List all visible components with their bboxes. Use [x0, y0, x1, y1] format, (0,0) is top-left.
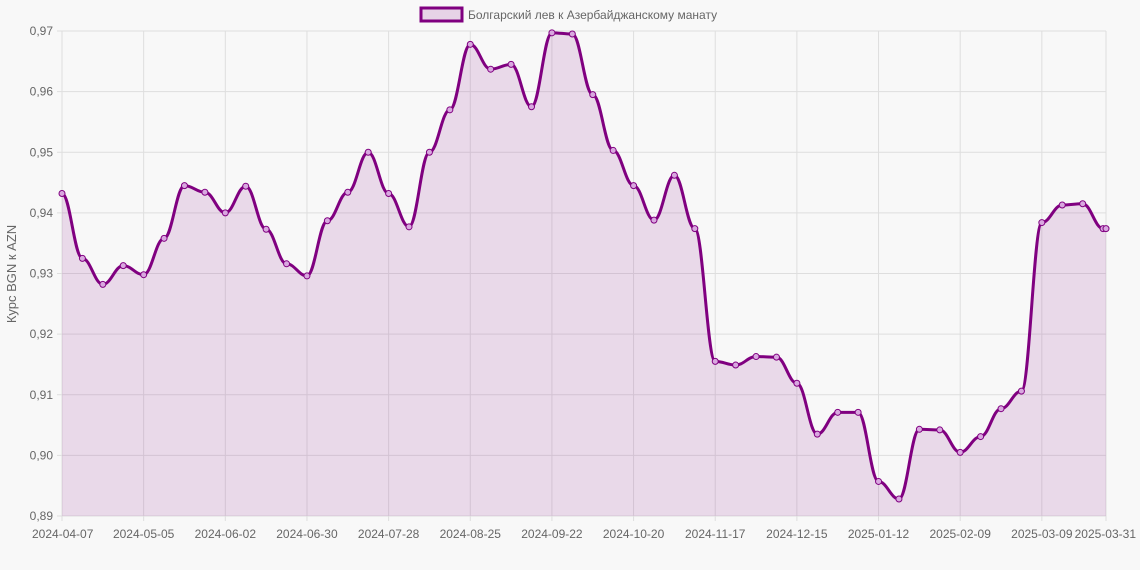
x-tick-label: 2024-04-07 — [32, 527, 94, 541]
data-point[interactable] — [568, 30, 576, 38]
data-point[interactable] — [405, 223, 413, 231]
x-tick-label: 2024-06-30 — [276, 527, 338, 541]
data-point[interactable] — [446, 106, 454, 114]
y-tick-label: 0,93 — [30, 267, 54, 281]
data-point[interactable] — [160, 234, 168, 242]
x-tick-label: 2024-06-02 — [195, 527, 257, 541]
y-axis-title: Курс BGN к AZN — [4, 225, 19, 323]
data-point[interactable] — [528, 103, 536, 111]
data-point[interactable] — [180, 182, 188, 190]
data-point[interactable] — [915, 425, 923, 433]
data-point[interactable] — [1079, 200, 1087, 208]
data-points — [58, 29, 1110, 503]
x-tick-label: 2025-03-09 — [1011, 527, 1073, 541]
y-tick-label: 0,95 — [30, 145, 54, 159]
data-point[interactable] — [670, 171, 678, 179]
legend[interactable]: Болгарский лев к Азербайджанскому манату — [419, 6, 717, 23]
data-point[interactable] — [875, 477, 883, 485]
data-point[interactable] — [548, 29, 556, 37]
data-point[interactable] — [854, 408, 862, 416]
y-tick-label: 0,96 — [30, 85, 54, 99]
x-tick-label: 2024-10-20 — [603, 527, 665, 541]
y-tick-label: 0,92 — [30, 327, 54, 341]
legend-label[interactable]: Болгарский лев к Азербайджанскому манату — [468, 8, 717, 22]
data-point[interactable] — [78, 254, 86, 262]
data-point[interactable] — [119, 262, 127, 270]
x-tick-label: 2024-08-25 — [440, 527, 502, 541]
data-point[interactable] — [936, 426, 944, 434]
data-point[interactable] — [385, 189, 393, 197]
y-axis-ticks: 0,97 0,96 0,95 0,94 0,93 0,92 0,91 0,90 0,89 — [30, 24, 54, 523]
area-fill — [62, 32, 1106, 516]
x-tick-label: 2024-09-22 — [521, 527, 583, 541]
data-point[interactable] — [466, 40, 474, 48]
data-point[interactable] — [303, 272, 311, 280]
x-tick-label: 2024-07-28 — [358, 527, 420, 541]
data-point[interactable] — [895, 495, 903, 503]
data-point[interactable] — [813, 430, 821, 438]
data-point[interactable] — [752, 353, 760, 361]
x-tick-label: 2024-12-15 — [766, 527, 828, 541]
y-tick-label: 0,97 — [30, 24, 54, 38]
data-point[interactable] — [283, 260, 291, 268]
data-point[interactable] — [507, 60, 515, 68]
data-point[interactable] — [834, 408, 842, 416]
data-point[interactable] — [977, 433, 985, 441]
x-tick-label: 2024-11-17 — [685, 527, 746, 541]
data-point[interactable] — [1058, 201, 1066, 209]
data-point[interactable] — [1038, 219, 1046, 227]
y-tick-label: 0,89 — [30, 509, 54, 523]
data-point[interactable] — [221, 209, 229, 217]
data-point[interactable] — [99, 280, 107, 288]
data-point[interactable] — [691, 225, 699, 233]
data-point[interactable] — [609, 146, 617, 154]
data-point[interactable] — [589, 91, 597, 99]
y-tick-label: 0,91 — [30, 388, 54, 402]
data-point[interactable] — [262, 225, 270, 233]
data-point[interactable] — [630, 182, 638, 190]
data-point[interactable] — [242, 182, 250, 190]
x-axis-ticks: 2024-04-07 2024-05-05 2024-06-02 2024-06-30… — [32, 527, 1136, 541]
y-tick-label: 0,94 — [30, 206, 54, 220]
data-point[interactable] — [487, 65, 495, 73]
data-point[interactable] — [997, 405, 1005, 413]
data-point[interactable] — [323, 217, 331, 225]
data-point[interactable] — [956, 448, 964, 456]
legend-swatch[interactable] — [419, 6, 464, 23]
x-tick-label: 2025-01-12 — [848, 527, 910, 541]
data-point[interactable] — [201, 188, 209, 196]
data-point[interactable] — [793, 379, 801, 387]
data-point[interactable] — [1017, 387, 1025, 395]
x-tick-label: 2025-03-31 — [1075, 527, 1137, 541]
data-point[interactable] — [772, 353, 780, 361]
data-point[interactable] — [140, 271, 148, 279]
data-point[interactable] — [711, 357, 719, 365]
data-point[interactable] — [58, 189, 66, 197]
data-point[interactable] — [344, 188, 352, 196]
data-point[interactable] — [732, 361, 740, 369]
y-tick-label: 0,90 — [30, 448, 54, 462]
area-fill-group — [62, 32, 1106, 516]
data-point[interactable] — [1102, 225, 1110, 233]
data-point[interactable] — [425, 148, 433, 156]
data-point[interactable] — [650, 216, 658, 224]
x-tick-label: 2024-05-05 — [113, 527, 175, 541]
x-tick-label: 2025-02-09 — [929, 527, 991, 541]
data-point[interactable] — [364, 148, 372, 156]
